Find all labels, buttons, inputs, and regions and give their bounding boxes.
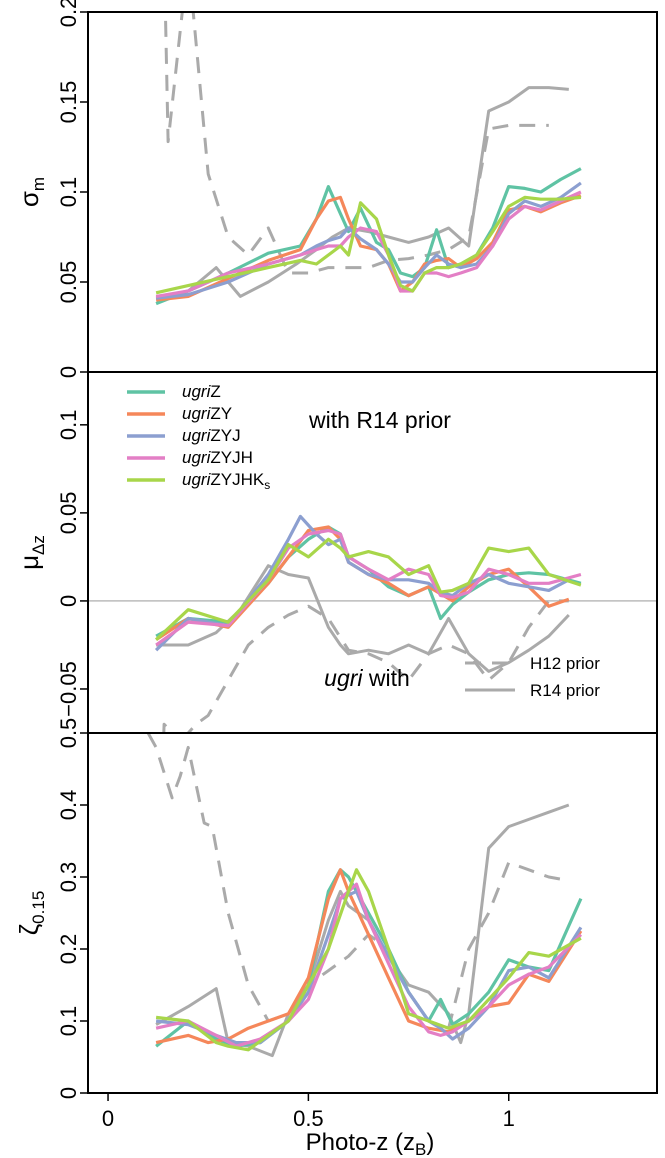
y-tick-label: 0.1 [56, 410, 81, 441]
panel-middle: −0.05 0 0.05 0.1 μΔz [14, 371, 658, 734]
series-line-h12-prior [146, 733, 570, 1030]
legend-label: ugriZYJHKs [182, 470, 270, 492]
legend-label: R14 prior [530, 681, 600, 700]
series-line-ugrizy [155, 525, 570, 642]
y-tick-label: 0.5 [56, 718, 81, 749]
legend-bottom: H12 prior R14 prior [465, 654, 600, 700]
series-line-ugrizyjh [155, 190, 582, 298]
x-axis-label: Photo-z (zB) [306, 1129, 435, 1158]
annotation-r14-prior: with R14 prior [308, 407, 451, 433]
series-line-ugriz [155, 167, 582, 306]
series-line-ugrizyj [154, 514, 570, 652]
y-axis-label: μΔz [14, 535, 48, 570]
series-line-ugriz [155, 868, 583, 1048]
panel-frame [87, 11, 658, 373]
annotation-ugri-with: ugri with [324, 665, 410, 691]
series-line-ugrizy [155, 868, 583, 1045]
series-line-r14-prior [156, 564, 570, 673]
legend-label: ugriZY [182, 404, 232, 423]
series-line-ugrizyjh [155, 882, 583, 1048]
y-tick-label: 0.3 [56, 862, 81, 893]
series-line-ugrizyjhks [155, 195, 582, 295]
y-tick-label: 0.2 [56, 0, 81, 27]
legend-label: ugriZYJH [182, 448, 253, 467]
y-tick-label: 0.1 [56, 177, 81, 208]
series-line-ugrizyjhks [155, 537, 582, 641]
y-tick-label: 0.1 [56, 1006, 81, 1037]
y-tick-label: −0.05 [56, 661, 81, 717]
y-axis-label: σm [14, 177, 48, 207]
legend-label: H12 prior [530, 654, 600, 673]
series-line-ugrizyjhks [155, 868, 582, 1052]
legend-top: ugriZ ugriZY ugriZYJ ugriZYJH ugriZYJHKs [127, 382, 270, 492]
panel-frame [87, 732, 658, 1094]
y-axis-label: ζ0.15 [14, 891, 48, 936]
y-tick-label: 0 [56, 595, 81, 607]
panel-bottom: 0 0.1 0.2 0.3 0.4 0.5 ζ0.15 0 0.5 1 [14, 718, 658, 1131]
series-line-r14-prior [155, 803, 570, 1058]
panel-top: 0 0.05 0.1 0.15 0.2 σm [14, 0, 658, 378]
x-tick-label: 0.5 [293, 1106, 324, 1131]
y-tick-label: 0.05 [56, 491, 81, 534]
series-line-r14-prior [155, 86, 569, 300]
y-tick-label: 0 [56, 366, 81, 378]
y-tick-label: 0.05 [56, 261, 81, 304]
y-tick-label: 0.2 [56, 934, 81, 965]
y-tick-label: 0 [56, 1087, 81, 1099]
x-tick-label: 0 [102, 1106, 114, 1131]
y-tick-label: 0.4 [56, 790, 81, 821]
x-tick-label: 1 [503, 1106, 515, 1131]
y-tick-label: 0.15 [56, 81, 81, 124]
legend-label: ugriZ [182, 382, 221, 401]
legend-label: ugriZYJ [182, 426, 241, 445]
